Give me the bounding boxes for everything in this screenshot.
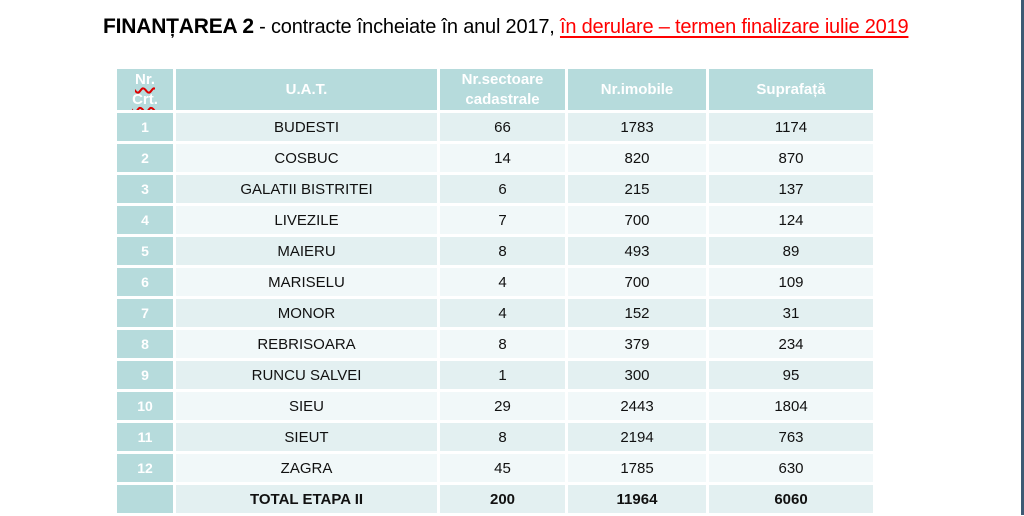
cell-suprafata: 1174 — [709, 113, 873, 141]
total-label-cell: TOTAL ETAPA II — [176, 485, 437, 513]
table-row: 7 MONOR 4 152 31 — [117, 299, 873, 327]
cell-sectoare: 8 — [440, 237, 565, 265]
table-row: 4 LIVEZILE 7 700 124 — [117, 206, 873, 234]
cell-sectoare: 66 — [440, 113, 565, 141]
table-row: 5 MAIERU 8 493 89 — [117, 237, 873, 265]
header-uat: U.A.T. — [176, 69, 437, 110]
cell-uat: SIEUT — [176, 423, 437, 451]
cell-nr: 2 — [117, 144, 173, 172]
cell-sectoare: 6 — [440, 175, 565, 203]
cell-suprafata: 137 — [709, 175, 873, 203]
cell-imobile: 700 — [568, 206, 706, 234]
cell-sectoare: 4 — [440, 268, 565, 296]
cell-imobile: 215 — [568, 175, 706, 203]
cell-suprafata: 109 — [709, 268, 873, 296]
table-row: 12 ZAGRA 45 1785 630 — [117, 454, 873, 482]
cell-sectoare: 7 — [440, 206, 565, 234]
cell-suprafata: 1804 — [709, 392, 873, 420]
header-imobile: Nr.imobile — [568, 69, 706, 110]
cell-uat: SIEU — [176, 392, 437, 420]
cell-nr: 12 — [117, 454, 173, 482]
cell-suprafata: 870 — [709, 144, 873, 172]
cell-uat: ZAGRA — [176, 454, 437, 482]
cell-suprafata: 124 — [709, 206, 873, 234]
cell-nr: 11 — [117, 423, 173, 451]
cell-sectoare: 29 — [440, 392, 565, 420]
cell-uat: MAIERU — [176, 237, 437, 265]
cell-sectoare: 45 — [440, 454, 565, 482]
cell-nr: 3 — [117, 175, 173, 203]
cell-nr: 4 — [117, 206, 173, 234]
table-row: 11 SIEUT 8 2194 763 — [117, 423, 873, 451]
cell-nr: 1 — [117, 113, 173, 141]
title-regular-segment: - contracte încheiate în anul 2017, — [253, 16, 560, 38]
title-bold-segment: FINANȚAREA 2 — [103, 15, 254, 38]
cell-imobile: 379 — [568, 330, 706, 358]
cell-suprafata: 89 — [709, 237, 873, 265]
cell-nr: 5 — [117, 237, 173, 265]
cell-imobile: 1783 — [568, 113, 706, 141]
window-edge-line — [1021, 0, 1024, 515]
cell-suprafata: 234 — [709, 330, 873, 358]
total-imobile-cell: 11964 — [568, 485, 706, 513]
table-header-row: Nr. Crt. U.A.T. Nr.sectoare cadastrale N… — [117, 69, 873, 110]
table-total-row: TOTAL ETAPA II 200 11964 6060 — [117, 485, 873, 513]
header-sectoare: Nr.sectoare cadastrale — [440, 69, 565, 110]
cell-sectoare: 4 — [440, 299, 565, 327]
header-suprafata: Suprafață — [709, 69, 873, 110]
cell-nr: 6 — [117, 268, 173, 296]
title-red-underlined-segment: în derulare – termen finalizare iulie 20… — [559, 16, 909, 38]
cell-uat: GALATII BISTRITEI — [176, 175, 437, 203]
cell-imobile: 700 — [568, 268, 706, 296]
page-title: FINANȚAREA 2 - contracte încheiate în an… — [103, 15, 909, 39]
cell-suprafata: 630 — [709, 454, 873, 482]
cell-imobile: 820 — [568, 144, 706, 172]
cell-nr: 8 — [117, 330, 173, 358]
cell-imobile: 1785 — [568, 454, 706, 482]
table-row: 2 COSBUC 14 820 870 — [117, 144, 873, 172]
table-row: 6 MARISELU 4 700 109 — [117, 268, 873, 296]
total-suprafata-cell: 6060 — [709, 485, 873, 513]
cell-nr: 9 — [117, 361, 173, 389]
table-row: 10 SIEU 29 2443 1804 — [117, 392, 873, 420]
cell-imobile: 2194 — [568, 423, 706, 451]
table-row: 3 GALATII BISTRITEI 6 215 137 — [117, 175, 873, 203]
cell-uat: RUNCU SALVEI — [176, 361, 437, 389]
cell-uat: MONOR — [176, 299, 437, 327]
cell-suprafata: 763 — [709, 423, 873, 451]
cell-imobile: 493 — [568, 237, 706, 265]
total-nr-cell-empty — [117, 485, 173, 513]
table-row: 8 REBRISOARA 8 379 234 — [117, 330, 873, 358]
cell-sectoare: 14 — [440, 144, 565, 172]
header-nr-line1: Nr. — [134, 71, 155, 88]
cell-sectoare: 8 — [440, 330, 565, 358]
cell-sectoare: 8 — [440, 423, 565, 451]
cell-uat: COSBUC — [176, 144, 437, 172]
cell-nr: 10 — [117, 392, 173, 420]
cell-uat: BUDESTI — [176, 113, 437, 141]
cell-suprafata: 31 — [709, 299, 873, 327]
cell-imobile: 152 — [568, 299, 706, 327]
cell-imobile: 2443 — [568, 392, 706, 420]
header-nr-crt: Nr. Crt. — [117, 69, 173, 110]
cell-suprafata: 95 — [709, 361, 873, 389]
cell-uat: REBRISOARA — [176, 330, 437, 358]
total-sectoare-cell: 200 — [440, 485, 565, 513]
cell-uat: MARISELU — [176, 268, 437, 296]
cell-imobile: 300 — [568, 361, 706, 389]
cell-nr: 7 — [117, 299, 173, 327]
table-row: 9 RUNCU SALVEI 1 300 95 — [117, 361, 873, 389]
table-row: 1 BUDESTI 66 1783 1174 — [117, 113, 873, 141]
contracts-table: Nr. Crt. U.A.T. Nr.sectoare cadastrale N… — [114, 66, 876, 516]
cell-sectoare: 1 — [440, 361, 565, 389]
header-nr-line2: Crt. — [132, 90, 158, 108]
cell-uat: LIVEZILE — [176, 206, 437, 234]
